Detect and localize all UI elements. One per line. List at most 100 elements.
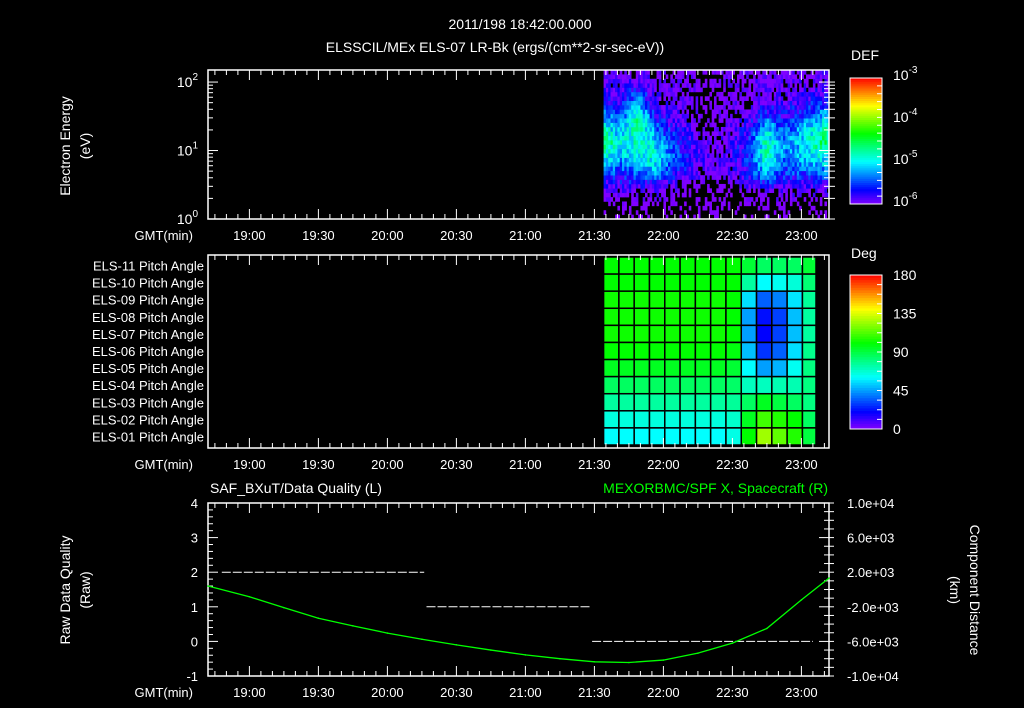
spectrogram-cell <box>681 126 685 132</box>
spectrogram-cell <box>824 162 827 167</box>
spectrogram-cell <box>762 118 765 123</box>
spectrogram-cell <box>778 188 781 194</box>
spectrogram-cell <box>755 175 758 180</box>
spectrogram-cell <box>635 100 639 106</box>
spectrogram-cell <box>760 157 763 163</box>
spectrogram-cell <box>743 175 747 180</box>
spectrogram-cell <box>734 96 738 101</box>
spectrogram-cell <box>619 175 623 180</box>
spectrogram-cell <box>732 131 735 137</box>
spectrogram-cell <box>778 166 781 172</box>
spectrogram-cell <box>739 70 742 75</box>
spectrogram-cell <box>796 153 800 158</box>
spectrogram-cell <box>615 153 618 158</box>
spectrogram-cell <box>628 188 632 194</box>
spectrogram-cell <box>681 183 685 189</box>
spectrogram-cell <box>610 144 614 150</box>
spectrogram-cell <box>674 179 678 185</box>
spectrogram-cell <box>642 96 646 101</box>
spectrogram-cell <box>624 205 627 211</box>
spectrogram-cell <box>771 162 775 167</box>
spectrogram-cell <box>812 74 816 80</box>
spectrogram-cell <box>656 140 660 145</box>
pitch-angle-cell <box>694 307 712 327</box>
spectrogram-cell <box>661 135 664 141</box>
spectrogram-cell <box>764 157 768 163</box>
spectrogram-cell <box>824 210 827 215</box>
spectrogram-cell <box>658 170 662 176</box>
spectrogram-cell <box>755 170 758 176</box>
spectrogram-cell <box>727 118 731 123</box>
spectrogram-cell <box>810 126 814 132</box>
spectrogram-cell <box>746 70 749 75</box>
spectrogram-cell <box>672 96 676 101</box>
spectrogram-cell <box>812 91 816 97</box>
spectrogram-cell <box>776 131 779 137</box>
pitch-angle-cell <box>725 410 743 429</box>
spectrogram-cell <box>691 175 694 180</box>
spectrogram-cell <box>748 135 752 141</box>
spectrogram-cell <box>665 109 669 115</box>
spectrogram-cell <box>645 126 648 132</box>
spectrogram-cell <box>624 74 627 80</box>
spectrogram-cell <box>824 140 827 145</box>
spectrogram-cell <box>808 148 811 154</box>
spectrogram-cell <box>730 175 733 180</box>
spectrogram-cell <box>670 100 673 106</box>
spectrogram-cell <box>707 96 710 101</box>
colorbar-tick-label: 10-4 <box>893 107 918 125</box>
spectrogram-cell <box>741 70 745 75</box>
spectrogram-cell <box>760 96 763 101</box>
spectrogram-cell <box>817 166 821 172</box>
spectrogram-cell <box>684 162 687 167</box>
spectrogram-cell <box>651 144 655 150</box>
spectrogram-cell <box>645 148 648 154</box>
spectrogram-cell <box>649 83 653 88</box>
spectrogram-cell <box>681 91 685 97</box>
spectrogram-cell <box>741 126 745 132</box>
spectrogram-cell <box>780 100 784 106</box>
colorbar-tick-label: 10-6 <box>893 191 918 209</box>
spectrogram-cell <box>785 113 788 119</box>
spectrogram-cell <box>718 188 722 194</box>
spectrogram-cell <box>725 170 729 176</box>
spectrogram-cell <box>605 162 609 167</box>
spectrogram-cell <box>757 87 761 93</box>
spectrogram-cell <box>612 91 616 97</box>
spectrogram-cell <box>762 131 765 137</box>
spectrogram-cell <box>806 183 809 189</box>
spectrogram-cell <box>739 188 742 194</box>
spectrogram-cell <box>688 175 692 180</box>
spectrogram-cell <box>773 100 777 106</box>
spectrogram-cell <box>695 162 699 167</box>
spectrogram-cell <box>619 109 623 115</box>
spectrogram-cell <box>787 144 791 150</box>
spectrogram-cell <box>677 74 680 80</box>
deg-colorbar-swatch <box>850 298 882 302</box>
spectrogram-cell <box>619 78 623 84</box>
spectrogram-cell <box>691 105 694 110</box>
spectrogram-cell <box>642 100 646 106</box>
spectrogram-cell <box>720 153 724 158</box>
spectrogram-cell <box>819 78 823 84</box>
spectrogram-cell <box>714 157 717 163</box>
spectrogram-cell <box>635 109 639 115</box>
spectrogram-cell <box>732 118 735 123</box>
spectrogram-cell <box>670 74 673 80</box>
spectrogram-cell <box>628 179 632 185</box>
spectrogram-cell <box>670 148 673 154</box>
spectrogram-cell <box>743 201 747 207</box>
deg-colorbar-swatch <box>850 375 882 379</box>
spectrogram-cell <box>819 109 823 115</box>
spectrogram-cell <box>626 113 630 119</box>
spectrogram-cell <box>674 148 678 154</box>
spectrogram-cell <box>622 118 625 123</box>
spectrogram-cell <box>764 183 768 189</box>
spectrogram-cell <box>610 96 614 101</box>
spectrogram-cell <box>812 205 816 211</box>
spectrogram-cell <box>762 205 765 211</box>
spectrogram-cell <box>647 157 650 163</box>
deg-colorbar-swatch <box>850 413 882 417</box>
spectrogram-cell <box>615 87 618 93</box>
spectrogram-cell <box>672 87 676 93</box>
